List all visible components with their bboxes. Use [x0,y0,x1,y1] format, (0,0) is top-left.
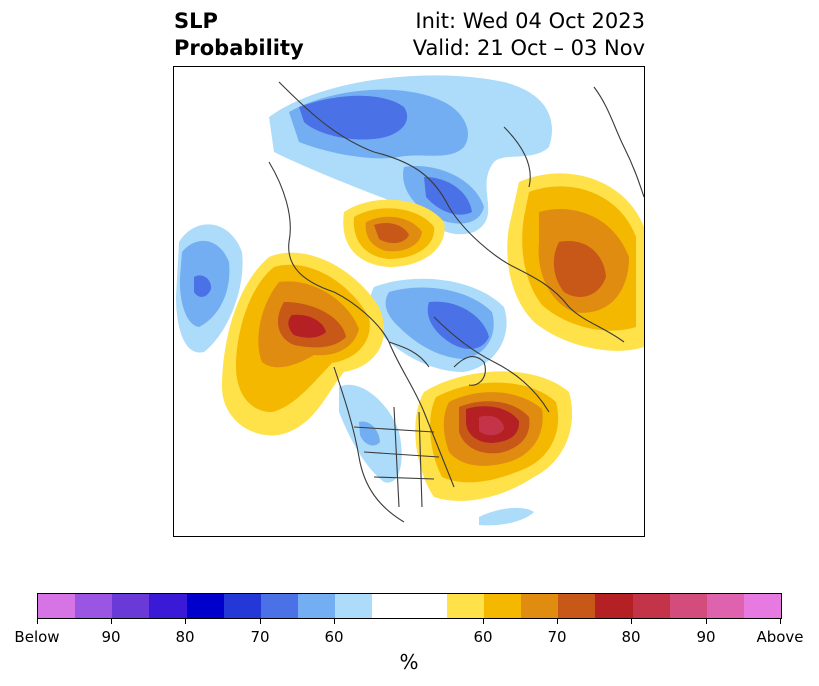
colorbar-cell [112,594,150,618]
colorbar-tick-label: 60 [473,628,493,646]
colorbar-tick-label: 90 [696,628,716,646]
colorbar-cell [186,594,224,618]
colorbar-cell [558,594,596,618]
colorbar-cell [38,594,76,618]
colorbar-tick-mark [37,619,38,624]
probability-map [176,75,644,526]
colorbar-cell [149,594,187,618]
colorbar-cell [521,594,559,618]
colorbar [37,593,782,619]
title-variable: SLP [174,9,218,33]
coastlines [268,81,644,523]
colorbar-tick-mark [780,619,781,624]
colorbar-units: % [399,650,419,674]
colorbar-tick-mark [483,619,484,624]
above-region-east-us [415,371,573,501]
colorbar-tick-label: Above [756,628,804,646]
colorbar-tick-label: 70 [250,628,270,646]
above-region-arctic [343,199,445,267]
init-date: Init: Wed 04 Oct 2023 [415,9,645,33]
colorbar-cell [743,594,782,618]
colorbar-cell [223,594,261,618]
below-region-pacific [176,224,243,353]
colorbar-cell [372,594,410,618]
colorbar-cell [446,594,484,618]
map-panel [173,66,645,537]
colorbar-cell [335,594,373,618]
colorbar-tick-mark [631,619,632,624]
colorbar-cell [632,594,670,618]
title-block-right: Init: Wed 04 Oct 2023 Valid: 21 Oct – 03… [413,8,645,62]
above-region-siberia [507,173,644,351]
colorbar-cell [595,594,633,618]
above-region-alaska [222,252,385,436]
colorbar-tick-mark [557,619,558,624]
colorbar-tick-label: 70 [547,628,567,646]
valid-range: Valid: 21 Oct – 03 Nov [412,36,645,60]
title-block-left: SLP Probability [174,8,304,62]
colorbar-cell [483,594,522,618]
colorbar-tick-mark [334,619,335,624]
colorbar-cell [298,594,336,618]
colorbar-cell [706,594,744,618]
colorbar-tick-label: Below [14,628,60,646]
colorbar-cell [75,594,113,618]
colorbar-cell [260,594,299,618]
colorbar-tick-mark [260,619,261,624]
colorbar-tick-label: 80 [621,628,641,646]
colorbar-cell [669,594,707,618]
title-product: Probability [174,36,304,60]
colorbar-tick-label: 80 [175,628,195,646]
colorbar-cell [409,594,447,618]
colorbar-tick-mark [111,619,112,624]
colorbar-tick-mark [706,619,707,624]
colorbar-tick-label: 90 [101,628,121,646]
colorbar-tick-label: 60 [324,628,344,646]
colorbar-tick-mark [185,619,186,624]
